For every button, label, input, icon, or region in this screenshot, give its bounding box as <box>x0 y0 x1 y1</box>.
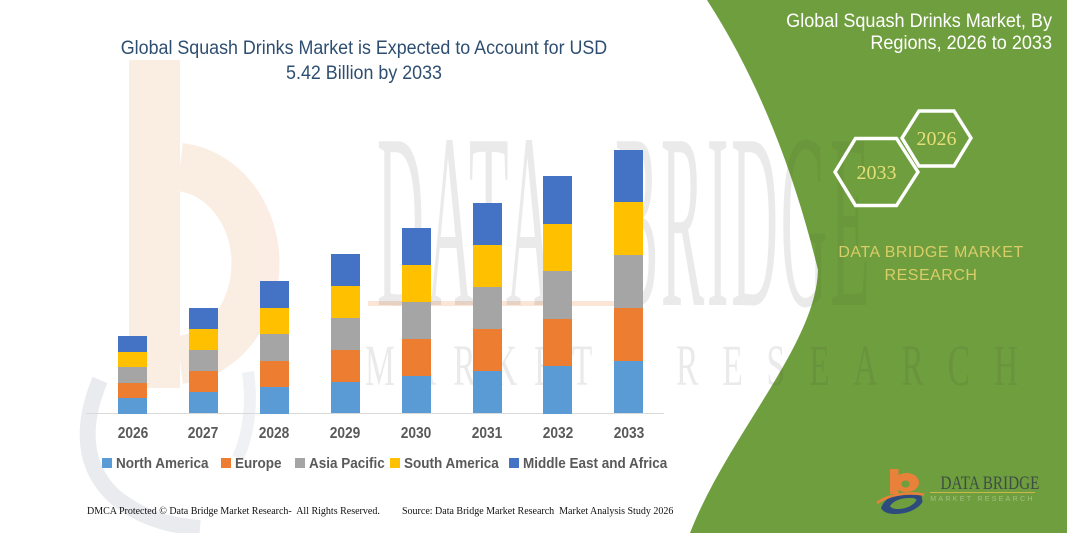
svg-text:RESEARCH: RESEARCH <box>676 335 1042 399</box>
svg-text:2026: 2026 <box>917 128 957 150</box>
svg-text:2033: 2033 <box>857 162 897 184</box>
